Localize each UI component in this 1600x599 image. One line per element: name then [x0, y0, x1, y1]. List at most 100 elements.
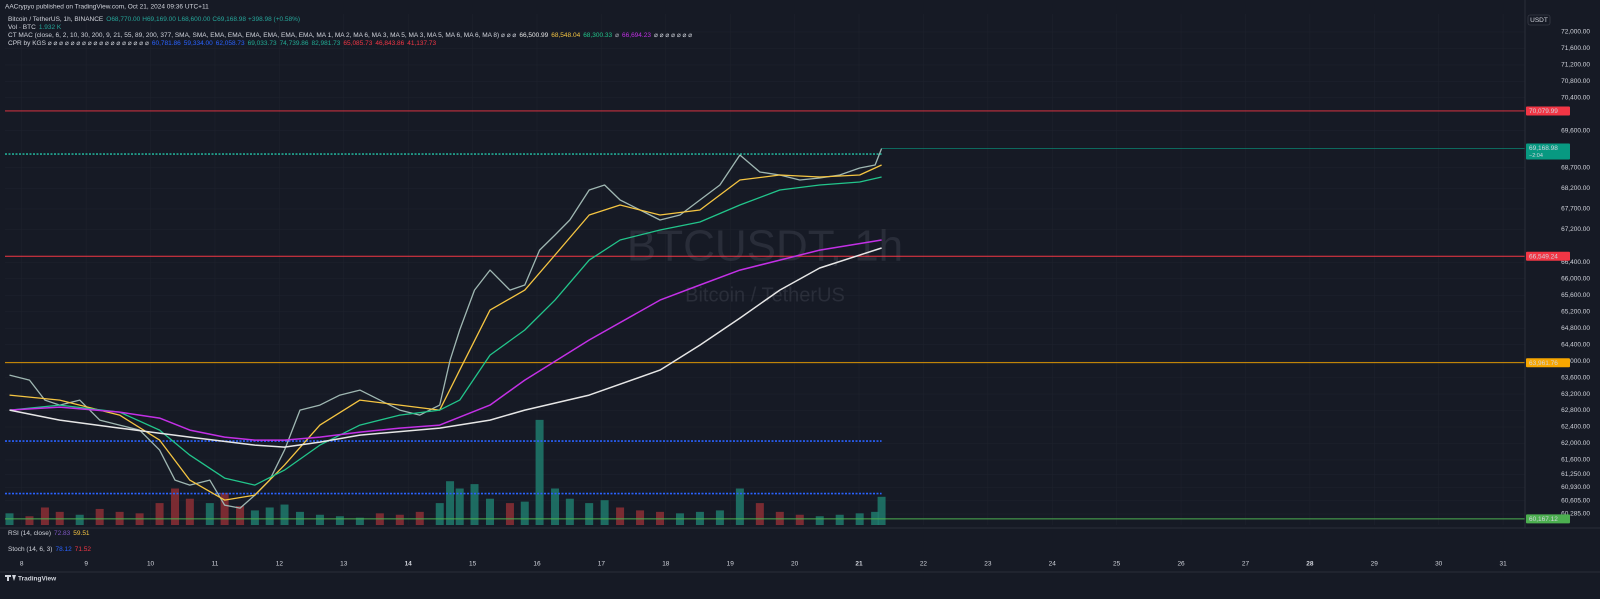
y-tick-label: 65,600.00	[1561, 292, 1590, 299]
currency-box[interactable]	[1527, 14, 1551, 26]
y-tick-label: 67,200.00	[1561, 226, 1590, 233]
volume-bar	[877, 496, 886, 525]
y-tick-label: 66,000.00	[1561, 276, 1590, 283]
rsi-value: 72.83	[54, 530, 71, 537]
volume-bar	[835, 514, 844, 525]
y-tick-label: 69,600.00	[1561, 127, 1590, 134]
x-tick-label: 24	[1049, 561, 1057, 568]
low: L68,600.00	[178, 16, 211, 23]
cpr-value: 82,981.73	[311, 40, 340, 47]
y-tick-label: 71,200.00	[1561, 62, 1590, 69]
volume-bar	[470, 484, 479, 525]
countdown: −2:04	[1529, 153, 1543, 159]
volume-bar	[265, 507, 274, 525]
cpr-label: CPR by KGS ⌀ ⌀ ⌀ ⌀ ⌀ ⌀ ⌀ ⌀ ⌀ ⌀ ⌀ ⌀ ⌀ ⌀ ⌀…	[8, 40, 149, 47]
y-tick-label: 68,200.00	[1561, 185, 1590, 192]
mac-label: CT MAC (close, 6, 2, 10, 30, 200, 9, 21,…	[8, 32, 516, 39]
x-tick-label: 8	[20, 561, 24, 568]
level-label-box	[1526, 106, 1570, 116]
watermark-sub: Bitcoin / TetherUS	[685, 284, 845, 306]
x-tick-label: 15	[469, 561, 477, 568]
y-tick-label: 61,600.00	[1561, 457, 1590, 464]
volume-bar	[315, 514, 324, 525]
y-tick-label: 61,250.00	[1561, 471, 1590, 478]
brand-logo	[5, 575, 16, 581]
y-tick-label: 63,200.00	[1561, 391, 1590, 398]
volume-bar	[565, 498, 574, 525]
currency[interactable]: USDT	[1530, 17, 1548, 24]
x-tick-label: 21	[855, 561, 863, 568]
x-tick-label: 19	[727, 561, 735, 568]
plot	[5, 110, 1525, 525]
cpr-value: 65,085.73	[343, 40, 372, 47]
stoch-value: 78.12	[55, 546, 72, 553]
level-label: 66,549.24	[1529, 253, 1558, 260]
x-tick-label: 10	[147, 561, 155, 568]
volume-bar	[600, 500, 609, 525]
x-tick-label: 28	[1306, 561, 1314, 568]
x-tick-label: 31	[1499, 561, 1507, 568]
volume-bar	[636, 510, 645, 525]
y-tick-label: 68,700.00	[1561, 164, 1590, 171]
volume-bar	[75, 514, 84, 525]
level-label-box	[1526, 251, 1570, 261]
stoch-value: 71.52	[75, 546, 92, 553]
brand: TradingView	[18, 576, 57, 583]
y-tick-label: 64,000.00	[1561, 358, 1590, 365]
y-tick-label: 62,800.00	[1561, 407, 1590, 414]
volume-bar	[40, 507, 49, 525]
x-tick-label: 12	[276, 561, 284, 568]
y-tick-label: 60,605.00	[1561, 498, 1590, 505]
volume-bar	[585, 503, 594, 525]
x-tick-label: 16	[533, 561, 541, 568]
watermark: BTCUSDT, 1h	[627, 222, 903, 271]
price-axis	[1525, 0, 1600, 599]
y-tick-label: 72,000.00	[1561, 29, 1590, 36]
volume-bar	[435, 503, 444, 525]
volume-bar	[25, 516, 34, 525]
y-tick-label: 66,400.00	[1561, 259, 1590, 266]
y-tick-label: 62,400.00	[1561, 424, 1590, 431]
rsi-legend: RSI (14, close) 72.83 59.51	[8, 530, 90, 537]
stoch-label: Stoch (14, 6, 3)	[8, 546, 52, 553]
x-tick-label: 29	[1371, 561, 1379, 568]
mac-value: ⌀	[615, 32, 619, 39]
cpr-value: 60,781.86	[152, 40, 181, 47]
x-tick-label: 25	[1113, 561, 1121, 568]
volume-bar	[446, 481, 455, 525]
mac-legend: CT MAC (close, 6, 2, 10, 30, 200, 9, 21,…	[8, 32, 692, 39]
volume-bar	[220, 492, 229, 525]
volume-bar	[616, 507, 625, 525]
y-tick-label: 70,400.00	[1561, 95, 1590, 102]
x-tick-label: 30	[1435, 561, 1443, 568]
x-tick-label: 23	[984, 561, 992, 568]
open: O68,770.00	[106, 16, 140, 23]
published: AACrypyo published on TradingView.com, O…	[5, 4, 209, 11]
moving-average	[9, 176, 882, 486]
volume-bar	[185, 498, 194, 525]
cpr-value: 46,843.86	[375, 40, 404, 47]
cpr-value: 74,739.86	[280, 40, 309, 47]
volume-bar	[520, 501, 529, 525]
level-label: 63,961.76	[1529, 360, 1558, 367]
level-label: 70,079.99	[1529, 108, 1558, 115]
last-price-label: 69,168.98	[1529, 145, 1558, 152]
y-tick-label: 60,285.00	[1561, 511, 1590, 518]
y-tick-label: 64,400.00	[1561, 341, 1590, 348]
y-tick-label: 64,800.00	[1561, 325, 1590, 332]
volume-bar	[755, 503, 764, 525]
cpr-value: 41,137.73	[407, 40, 436, 47]
vol-value: 1.932 K	[39, 24, 62, 31]
cpr-legend: CPR by KGS ⌀ ⌀ ⌀ ⌀ ⌀ ⌀ ⌀ ⌀ ⌀ ⌀ ⌀ ⌀ ⌀ ⌀ ⌀…	[8, 40, 437, 47]
rsi-value: 59.51	[73, 530, 90, 537]
high: H69,169.00	[142, 16, 176, 23]
mac-tail: ⌀ ⌀ ⌀ ⌀ ⌀ ⌀ ⌀	[654, 32, 692, 39]
cpr-value: 69,033.73	[248, 40, 277, 47]
volume-bar	[171, 488, 180, 525]
volume-bar	[715, 510, 724, 525]
mac-value: 66,694.23	[622, 32, 651, 39]
mac-value: 68,548.04	[551, 32, 580, 39]
symbol-legend: Bitcoin / TetherUS, 1h, BINANCE O68,770.0…	[8, 16, 300, 23]
vol-legend: Vol · BTC 1.932 K	[8, 24, 62, 31]
